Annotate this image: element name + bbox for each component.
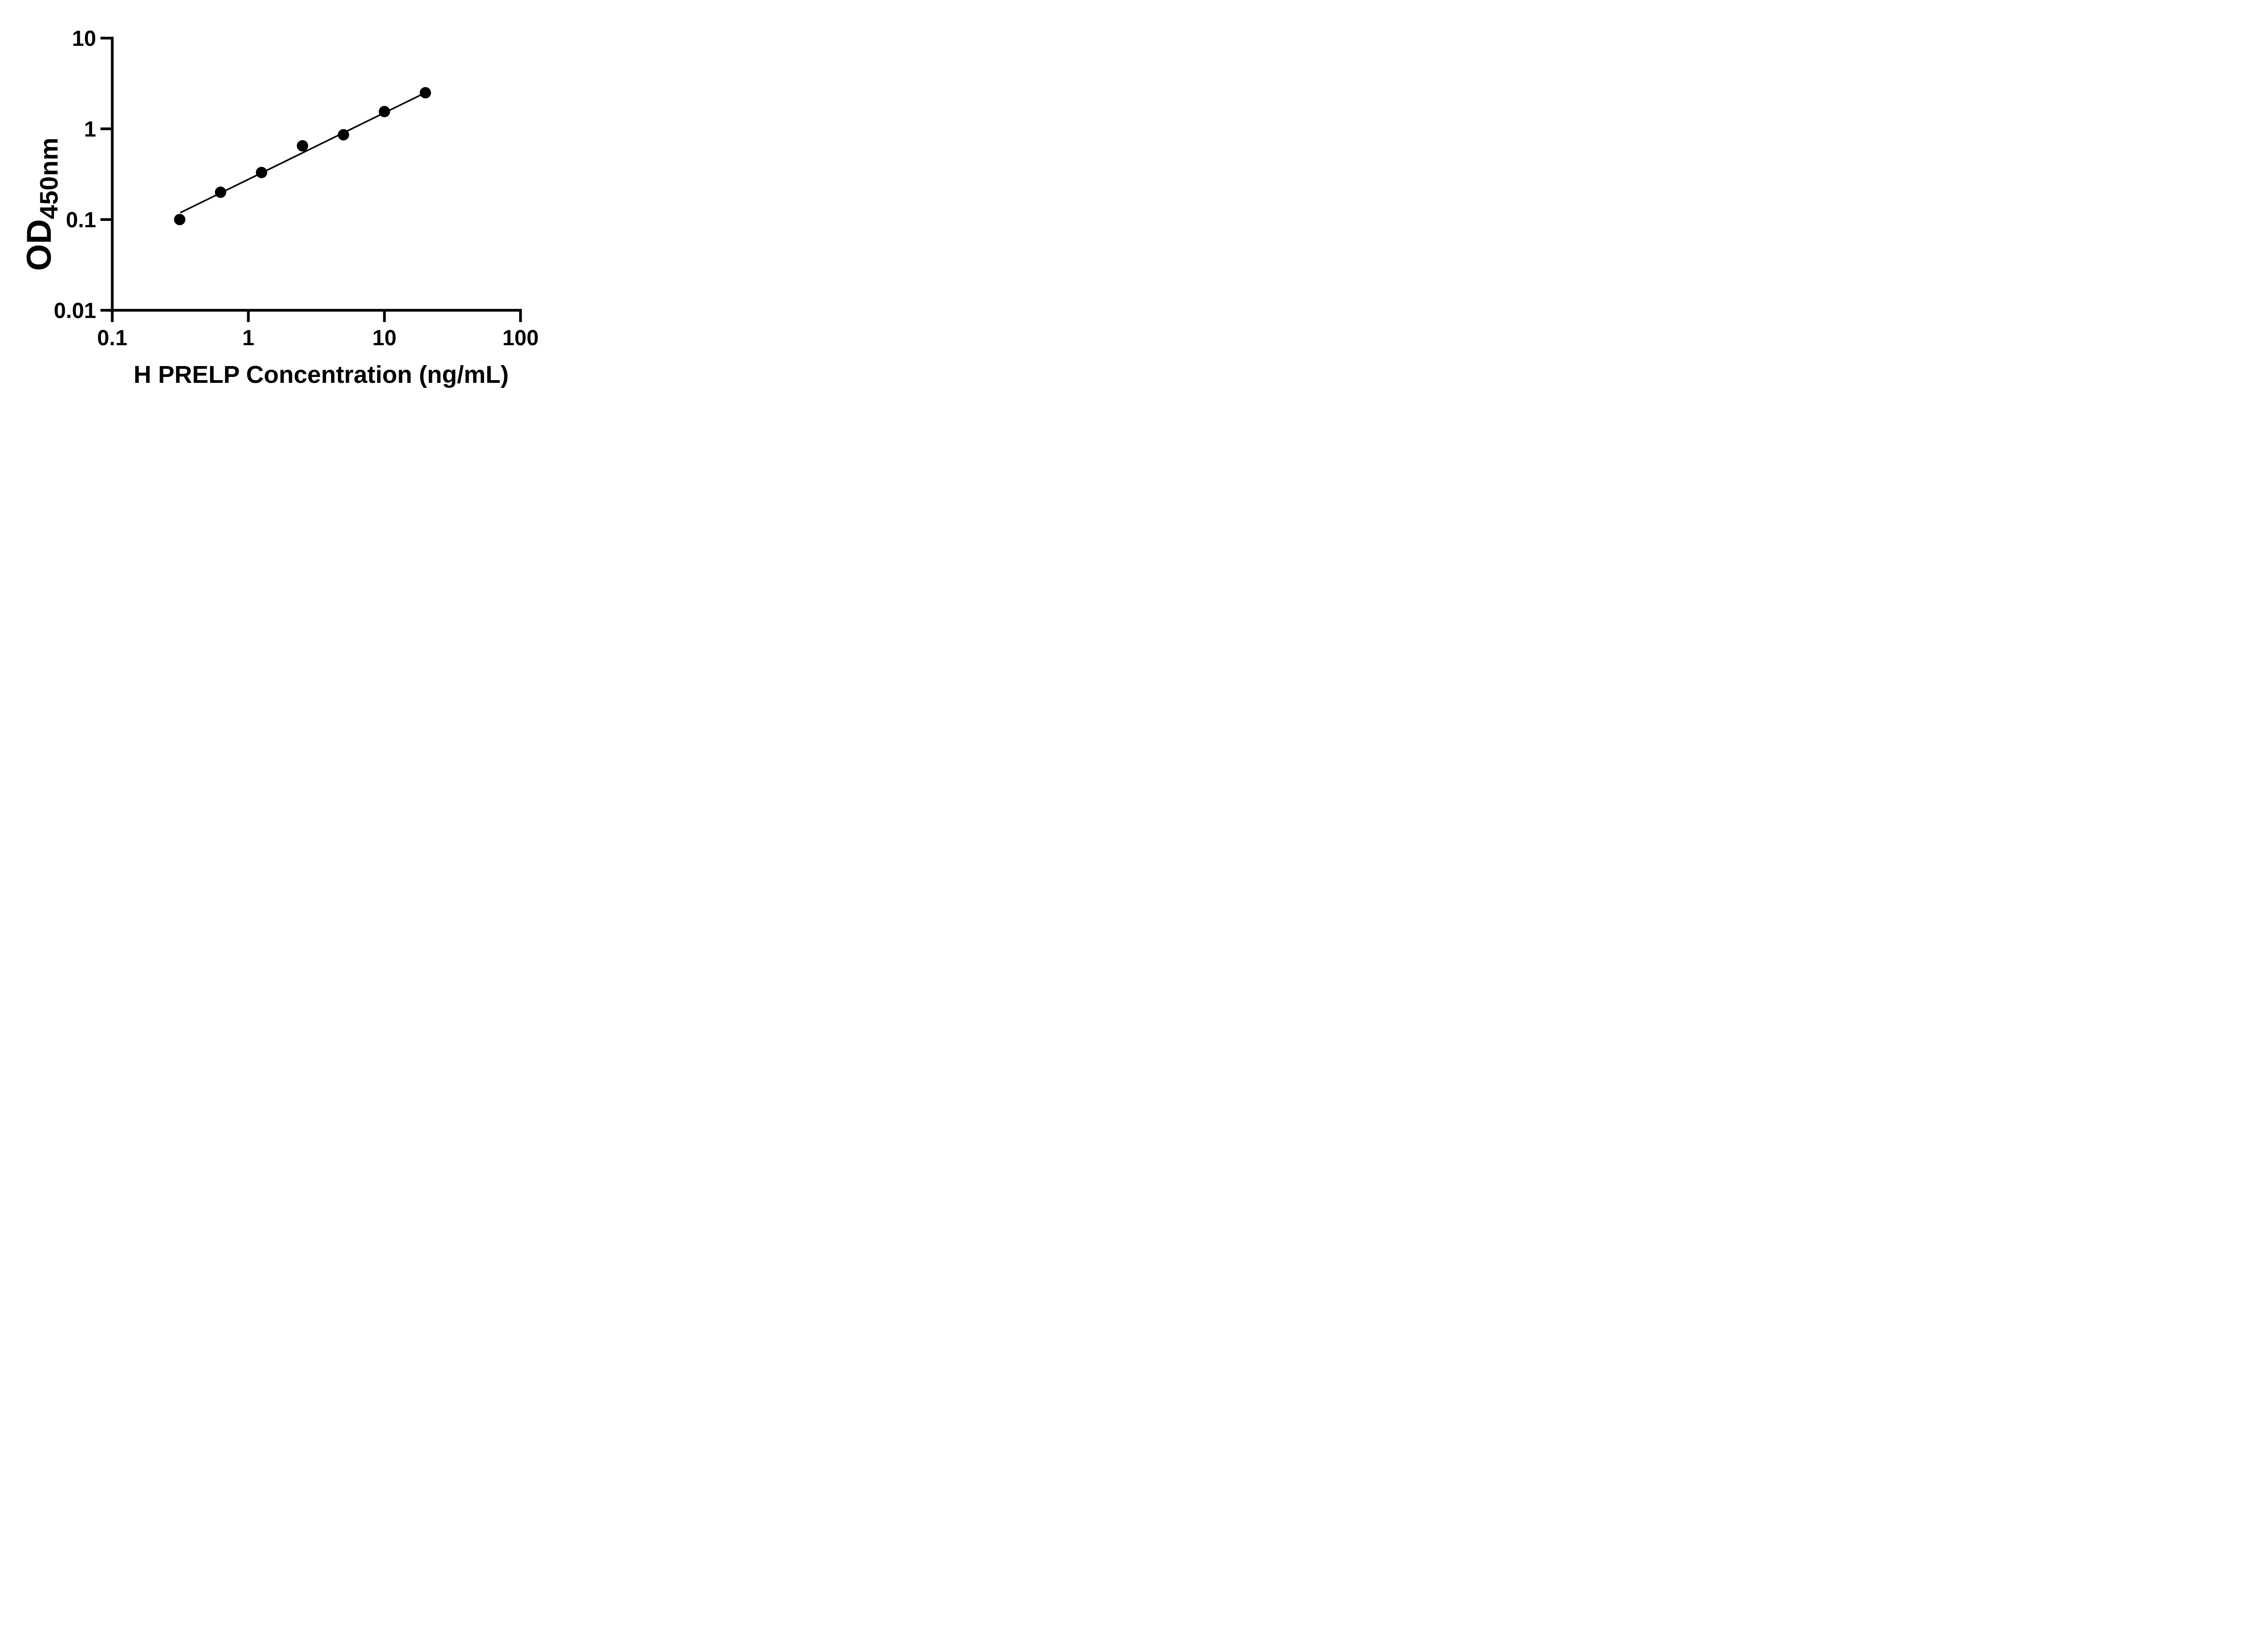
x-axis-tick-label: 10 [372,326,396,350]
y-axis-tick-label: 1 [84,117,96,142]
y-axis-title-main: OD [20,219,59,271]
x-axis-tick-label: 100 [502,326,538,350]
data-point [379,106,390,117]
y-axis-tick-label: 0.1 [66,208,96,232]
y-axis-tick-label: 10 [72,27,96,51]
y-axis-title-subscript: 450nm [34,137,63,220]
data-point [420,87,431,98]
x-axis-title: H PRELP Concentration (ng/mL) [133,361,509,388]
elisa-standard-curve-figure: 10 1 0.1 0.01 0.1 1 10 100 OD450nm H PRELP Conc… [0,0,583,408]
x-axis-tick-label: 1 [242,326,254,350]
data-point [215,186,226,198]
y-axis-tick-label: 0.01 [54,299,96,323]
data-point [337,129,349,141]
data-point [297,140,308,152]
x-axis-tick-label: 0.1 [97,326,127,350]
data-point [174,214,186,225]
y-axis-title: OD450nm [20,137,63,271]
data-point [256,166,268,178]
